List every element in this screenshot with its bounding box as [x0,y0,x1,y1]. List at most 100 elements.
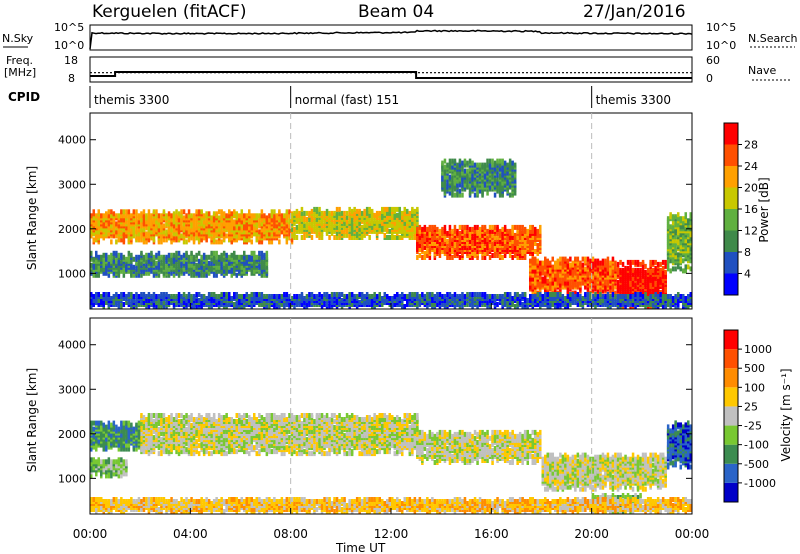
range-gate-cell [503,239,507,244]
range-gate-cell [370,298,374,303]
range-gate-cell [448,158,452,164]
range-gate-cell [258,229,261,235]
range-gate-cell [175,294,178,299]
range-gate-cell [335,292,339,297]
range-gate-cell [539,228,542,234]
range-gate-cell [288,219,291,225]
range-gate-cell [636,286,640,291]
range-gate-cell [471,174,474,180]
range-gate-cell [170,221,173,227]
range-gate-cell [97,219,101,225]
range-gate-cell [253,254,256,260]
range-gate-cell [273,217,276,223]
range-gate-cell [636,267,640,273]
range-gate-cell [446,230,449,236]
range-gate-cell [629,273,632,279]
range-gate-cell [682,238,685,244]
range-gate-cell [172,211,176,217]
range-gate-cell [303,222,306,228]
range-gate-cell [491,158,494,164]
range-gate-cell [478,226,482,232]
range-gate-cell [300,235,304,240]
range-gate-cell [142,254,146,260]
range-gate-cell [606,282,610,288]
range-gate-cell [135,209,138,215]
range-gate-cell [496,224,499,230]
range-gate-cell [358,300,361,305]
range-gate-cell [240,298,244,303]
range-gate-cell [140,233,143,239]
range-gate-cell [375,218,379,224]
range-gate-cell [265,215,269,221]
range-gate-cell [323,292,326,297]
range-gate-cell [501,235,504,240]
range-gate-cell [486,158,489,164]
range-gate-cell [401,228,404,234]
range-gate-cell [260,258,264,264]
range-gate-cell [320,235,324,240]
range-gate-cell [187,209,191,215]
range-gate-cell [626,265,630,271]
range-gate-cell [230,235,234,241]
range-gate-cell [177,292,181,297]
range-gate-cell [368,206,371,212]
range-gate-cell [566,288,570,294]
freq-tick-top: 18 [64,54,78,67]
range-gate-cell [486,162,489,168]
range-gate-cell [664,259,667,265]
range-gate-cell [293,226,296,232]
range-gate-cell [511,224,514,230]
range-gate-cell [448,228,452,234]
range-gate-cell [428,224,432,230]
range-gate-cell [228,260,231,266]
range-gate-cell [177,227,181,233]
range-gate-cell [107,260,111,266]
range-gate-cell [511,239,514,244]
range-gate-cell [210,296,213,301]
range-gate-cell [303,214,306,220]
range-gate-cell [258,292,261,297]
range-gate-cell [97,215,101,221]
range-gate-cell [157,217,161,223]
range-gate-cell [403,224,407,230]
range-gate-cell [333,218,336,224]
range-gate-cell [197,250,201,256]
range-gate-cell [157,213,161,219]
range-gate-cell [338,292,341,297]
range-gate-cell [95,272,98,278]
range-gate-cell [90,262,93,268]
range-gate-cell [222,250,226,256]
range-gate-cell [353,294,356,299]
range-gate-cell [263,258,266,264]
range-gate-cell [481,245,484,250]
range-gate-cell [529,258,532,264]
range-gate-cell [441,160,444,166]
range-gate-cell [187,237,191,243]
range-gate-cell [641,273,645,279]
range-gate-cell [393,206,397,212]
range-gate-cell [493,176,497,182]
range-gate-cell [476,162,479,168]
range-gate-cell [102,258,106,264]
range-gate-cell [438,292,442,297]
nsearch-tick-bottom: 10^0 [706,39,736,52]
range-gate-cell [340,298,344,303]
range-gate-cell [137,260,141,266]
range-gate-cell [651,259,655,265]
range-gate-cell [122,231,126,237]
range-gate-cell [187,254,191,260]
range-gate-cell [192,231,196,237]
range-gate-cell [345,294,349,299]
range-gate-cell [140,223,143,229]
range-gate-cell [682,258,685,264]
range-gate-cell [641,259,645,265]
range-gate-cell [260,227,264,233]
range-gate-cell [443,174,447,180]
range-gate-cell [92,221,96,227]
range-gate-cell [506,162,509,168]
range-gate-cell [458,158,462,164]
range-gate-cell [441,237,444,242]
range-gate-cell [353,206,356,212]
range-gate-cell [328,304,331,309]
